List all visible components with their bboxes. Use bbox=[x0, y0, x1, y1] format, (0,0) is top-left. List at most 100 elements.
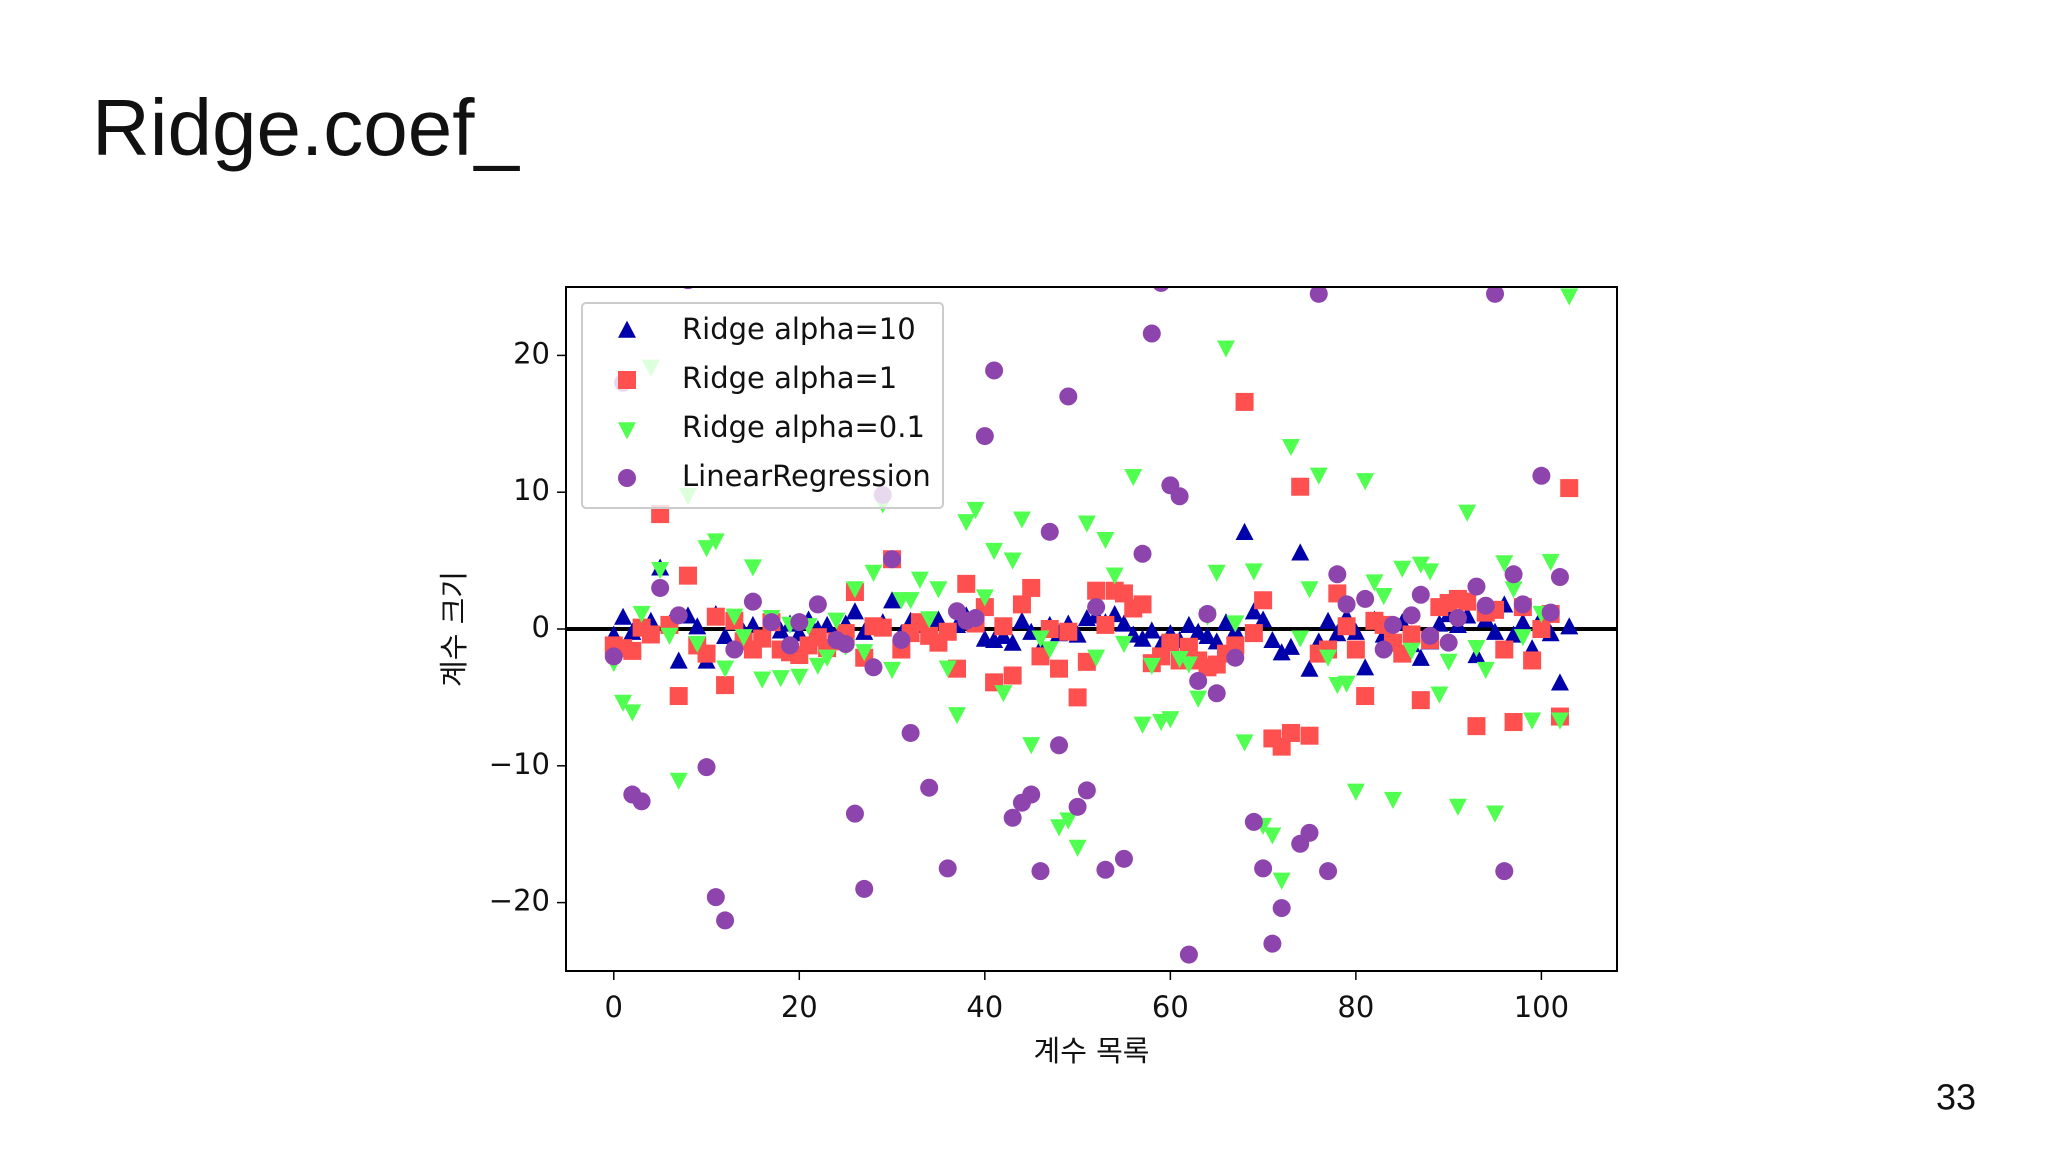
marker bbox=[1050, 736, 1069, 755]
marker bbox=[1467, 640, 1486, 658]
marker bbox=[1411, 648, 1430, 666]
marker bbox=[1346, 622, 1365, 640]
marker bbox=[771, 670, 790, 688]
x-tick-label: 40 bbox=[966, 990, 1003, 1024]
marker bbox=[1114, 635, 1133, 654]
marker bbox=[947, 707, 966, 725]
marker bbox=[864, 564, 883, 582]
marker bbox=[725, 640, 744, 659]
marker bbox=[1272, 643, 1291, 661]
marker bbox=[790, 613, 809, 632]
marker bbox=[1254, 591, 1273, 610]
marker bbox=[1523, 210, 1541, 228]
marker bbox=[1282, 251, 1300, 269]
y-axis-label: 계수 크기 bbox=[437, 571, 471, 687]
marker bbox=[660, 627, 679, 645]
marker bbox=[1050, 659, 1069, 678]
marker bbox=[818, 649, 837, 667]
marker bbox=[1236, 1017, 1254, 1035]
legend-marker bbox=[618, 320, 636, 338]
marker bbox=[1430, 614, 1449, 632]
y-tick-label: 20 bbox=[513, 336, 550, 370]
marker bbox=[1523, 651, 1542, 670]
marker bbox=[1012, 511, 1031, 529]
marker bbox=[1356, 473, 1375, 491]
marker bbox=[1012, 595, 1031, 614]
marker bbox=[855, 644, 874, 662]
marker bbox=[1226, 648, 1245, 667]
marker bbox=[808, 595, 827, 614]
marker bbox=[1532, 466, 1551, 485]
marker bbox=[1439, 653, 1458, 671]
marker bbox=[855, 622, 874, 640]
marker bbox=[1328, 565, 1347, 584]
marker bbox=[966, 501, 985, 519]
marker bbox=[1356, 658, 1375, 676]
marker bbox=[1031, 647, 1050, 666]
marker bbox=[641, 625, 660, 644]
y-tick-label: 10 bbox=[513, 473, 550, 507]
marker bbox=[836, 635, 855, 654]
marker bbox=[1291, 477, 1310, 496]
marker bbox=[1031, 862, 1050, 881]
marker bbox=[1504, 581, 1523, 599]
marker bbox=[1263, 630, 1282, 649]
marker bbox=[1541, 603, 1560, 622]
marker bbox=[938, 622, 957, 641]
marker bbox=[1087, 581, 1106, 600]
marker bbox=[938, 660, 957, 678]
marker bbox=[734, 629, 753, 647]
marker bbox=[1309, 287, 1328, 303]
marker bbox=[1244, 624, 1263, 643]
marker bbox=[735, 196, 753, 214]
marker bbox=[855, 879, 874, 898]
marker bbox=[1291, 543, 1310, 561]
plot-area bbox=[566, 196, 1617, 1048]
marker bbox=[1550, 568, 1569, 587]
marker bbox=[1263, 827, 1282, 845]
marker bbox=[1244, 812, 1263, 831]
marker bbox=[1077, 781, 1096, 800]
marker bbox=[1476, 661, 1495, 680]
marker bbox=[1476, 596, 1495, 615]
marker bbox=[845, 581, 864, 599]
marker bbox=[1050, 819, 1069, 837]
marker bbox=[697, 540, 716, 558]
marker bbox=[1448, 798, 1467, 816]
marker bbox=[697, 758, 716, 777]
marker bbox=[1421, 626, 1440, 645]
marker bbox=[1300, 581, 1319, 599]
marker bbox=[883, 661, 902, 680]
marker bbox=[1003, 552, 1022, 570]
marker bbox=[1504, 565, 1523, 584]
marker bbox=[1235, 734, 1254, 752]
marker bbox=[1077, 515, 1096, 533]
marker bbox=[994, 617, 1013, 636]
marker bbox=[1003, 633, 1022, 651]
marker bbox=[1133, 716, 1152, 734]
marker bbox=[1068, 839, 1087, 857]
marker bbox=[1467, 577, 1486, 596]
marker bbox=[1059, 622, 1078, 641]
marker bbox=[1448, 609, 1467, 628]
marker bbox=[1106, 223, 1124, 241]
marker bbox=[781, 636, 800, 655]
marker bbox=[1393, 1030, 1411, 1048]
marker bbox=[1486, 287, 1505, 303]
legend-marker bbox=[618, 371, 636, 389]
marker bbox=[1114, 614, 1133, 632]
legend-label: Ridge alpha=0.1 bbox=[682, 410, 925, 444]
legend-marker bbox=[618, 469, 636, 487]
marker bbox=[1291, 630, 1310, 648]
marker bbox=[1068, 688, 1087, 707]
marker bbox=[716, 676, 735, 695]
marker bbox=[1133, 629, 1152, 647]
marker bbox=[1467, 717, 1486, 736]
marker bbox=[688, 1003, 706, 1021]
marker bbox=[678, 566, 697, 585]
marker bbox=[975, 589, 994, 607]
marker bbox=[1087, 598, 1106, 617]
marker bbox=[706, 533, 725, 551]
marker bbox=[920, 611, 939, 629]
marker bbox=[920, 778, 939, 797]
